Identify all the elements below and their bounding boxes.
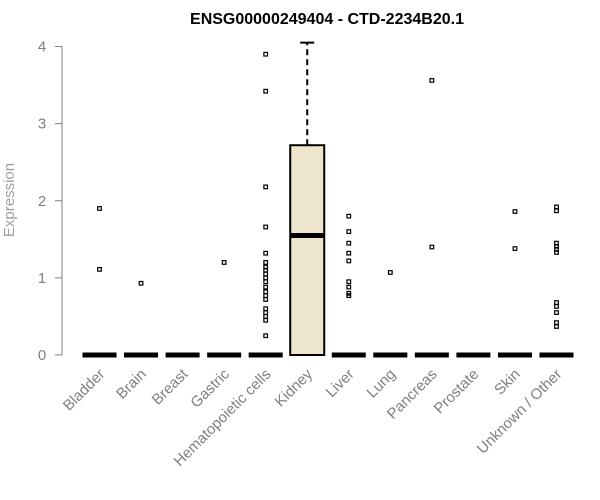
outlier-point [97, 206, 102, 211]
outlier-point [346, 258, 352, 264]
outlier-point [554, 310, 559, 315]
y-tick-label-2: 2 [38, 193, 46, 210]
outlier-point [263, 267, 269, 273]
outlier-point [554, 208, 559, 214]
box-group [207, 260, 242, 358]
y-axis: 0 1 2 3 4 [38, 39, 63, 364]
x-tick-label: Prostate [431, 366, 483, 418]
outlier-point [346, 240, 352, 246]
y-tick-label-4: 4 [38, 39, 46, 56]
outlier-point [346, 229, 352, 235]
x-tick-label: Skin [491, 366, 524, 399]
outlier-point [512, 246, 518, 251]
outlier-point [263, 293, 269, 299]
outlier-point [429, 78, 435, 83]
x-tick-label: Lung [364, 366, 400, 402]
outlier-point [346, 213, 352, 219]
outlier-point [263, 289, 269, 295]
outlier-point [429, 244, 435, 250]
outlier-point [263, 306, 269, 312]
chart-title: ENSG00000249404 - CTD-2234B20.1 [190, 11, 464, 28]
box-group [414, 78, 449, 358]
outlier-point [554, 250, 559, 255]
box-group [373, 270, 408, 358]
x-tick-label: Liver [323, 366, 358, 401]
y-tick-label-0: 0 [38, 347, 46, 364]
outlier-point [263, 224, 269, 230]
outlier-point [554, 324, 559, 329]
box-group [248, 51, 283, 358]
outlier-point [263, 317, 269, 323]
outlier-point [138, 280, 144, 286]
outlier-point [554, 304, 559, 309]
box-group [289, 41, 326, 356]
box-group [124, 280, 159, 358]
y-tick-label-3: 3 [38, 116, 46, 133]
outlier-point [263, 279, 269, 285]
outlier-point [346, 284, 352, 290]
outlier-point [346, 293, 352, 299]
outlier-point [263, 310, 269, 315]
outlier-point [263, 250, 269, 256]
box-group [82, 206, 117, 358]
outlier-point [346, 250, 352, 256]
outlier-point [263, 88, 269, 94]
outlier-point [97, 266, 102, 272]
x-tick-label: Bladder [60, 366, 109, 415]
outlier-point [346, 279, 352, 285]
outlier-point [263, 271, 269, 277]
outlier-point [263, 314, 269, 319]
outlier-point [263, 184, 269, 190]
outlier-point [387, 270, 393, 275]
outlier-point [554, 300, 559, 305]
outlier-point [554, 204, 559, 210]
outlier-point [263, 275, 269, 281]
box-group [497, 209, 532, 358]
box-group [331, 213, 366, 358]
y-tick-label-1: 1 [38, 270, 46, 287]
x-tick-label: Kidney [272, 365, 317, 410]
outlier-point [512, 209, 518, 214]
plot-area [82, 41, 574, 358]
outlier-point [263, 284, 269, 290]
outlier-point [263, 51, 269, 57]
outlier-point [263, 260, 269, 265]
outlier-point [221, 260, 227, 265]
outlier-point [554, 320, 559, 326]
y-axis-label: Expression [1, 163, 18, 237]
box-iqr [289, 144, 326, 356]
x-tick-label: Brain [113, 366, 150, 403]
box-group [539, 204, 574, 358]
outlier-point [263, 297, 269, 302]
x-tick-label: Breast [149, 365, 192, 408]
outlier-point [263, 333, 269, 339]
